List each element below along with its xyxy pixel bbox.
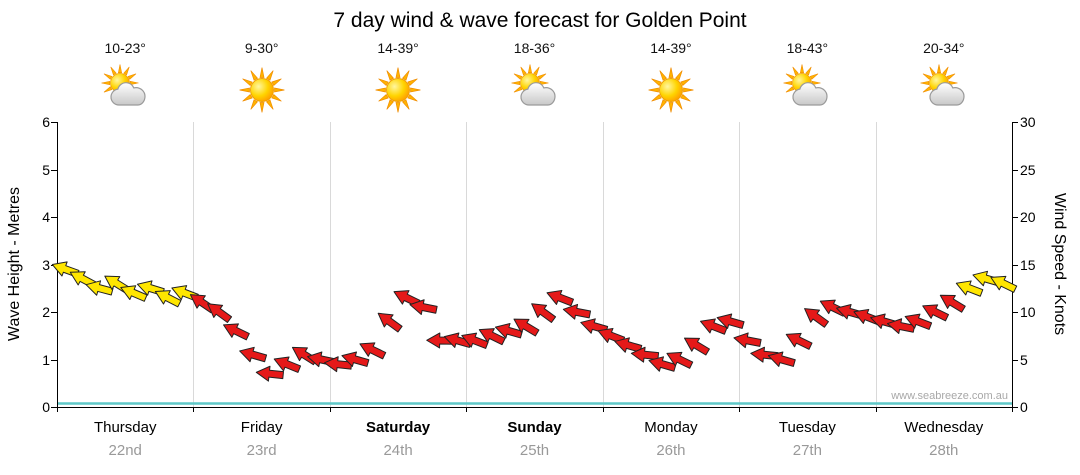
- right-tick-label: 25: [1020, 161, 1036, 178]
- left-tick-label: 4: [42, 209, 50, 225]
- wind-arrow: [531, 303, 557, 323]
- wind-arrow: [922, 304, 950, 322]
- day-temperature-range: 9-30°: [244, 40, 279, 56]
- wind-arrow: [955, 280, 984, 297]
- wind-arrow: [409, 299, 438, 315]
- chart-title: 7 day wind & wave forecast for Golden Po…: [333, 9, 747, 32]
- wind-arrow: [904, 313, 933, 330]
- wind-arrow: [683, 337, 710, 356]
- wind-arrow: [393, 290, 421, 308]
- left-tick-label: 1: [42, 351, 50, 368]
- wind-arrow: [239, 346, 268, 363]
- right-tick-label: 15: [1020, 256, 1036, 273]
- right-tick-label: 5: [1020, 351, 1028, 368]
- sun-rays: [239, 67, 285, 113]
- right-tick-label: 0: [1020, 399, 1028, 415]
- wind-arrow: [716, 313, 745, 329]
- wind-arrow: [154, 290, 182, 308]
- sun-cloud-icon: [509, 64, 561, 116]
- sun-disc: [658, 78, 683, 102]
- wind-arrow: [255, 365, 284, 382]
- wind-arrow: [597, 327, 626, 345]
- wind-arrow: [733, 332, 762, 349]
- day-date-label: 26th: [656, 442, 686, 459]
- sun-rays: [648, 67, 694, 113]
- day-temperature-range: 18-36°: [513, 40, 556, 56]
- sun-disc: [249, 78, 274, 102]
- watermark: www.seabreeze.com.au: [891, 390, 1008, 402]
- sun-disc: [386, 78, 411, 102]
- wind-arrow: [273, 356, 302, 373]
- sun-cloud-icon: [781, 64, 833, 116]
- wind-arrow: [478, 328, 506, 346]
- right-tick-label: 10: [1020, 304, 1036, 320]
- left-tick-label: 0: [42, 399, 50, 415]
- sun-icon: [236, 64, 288, 116]
- wind-arrow: [630, 346, 660, 363]
- wind-arrow: [207, 303, 233, 323]
- wind-arrow: [767, 351, 796, 367]
- sun-cloud-icon: [918, 64, 970, 116]
- wind-arrow: [377, 312, 403, 333]
- day-temperature-range: 14-39°: [377, 40, 419, 56]
- wind-arrow: [546, 289, 574, 307]
- sun-cloud-icon: [99, 64, 151, 116]
- wind-arrow: [939, 294, 966, 313]
- day-date-label: 28th: [929, 442, 959, 459]
- day-name-label: Sunday: [507, 419, 562, 436]
- wind-arrow: [359, 342, 387, 360]
- day-temperature-range: 20-34°: [923, 40, 965, 56]
- wind-arrow: [513, 318, 540, 337]
- wind-arrow: [461, 332, 489, 349]
- left-tick-label: 2: [42, 304, 50, 320]
- day-temperature-range: 14-39°: [650, 40, 692, 56]
- day-temperature-range: 10-23°: [104, 40, 146, 56]
- wind-arrow: [120, 285, 148, 302]
- day-name-label: Friday: [240, 419, 283, 436]
- wind-arrow: [804, 308, 829, 328]
- wind-arrow: [223, 323, 250, 341]
- wind-arrow: [785, 332, 813, 350]
- day-temperature-range: 18-43°: [786, 40, 829, 56]
- cloud-shape: [792, 82, 828, 106]
- wind-arrow: [341, 351, 370, 367]
- day-name-label: Tuesday: [778, 419, 836, 436]
- day-name-label: Wednesday: [904, 419, 984, 436]
- sun-icon: [645, 64, 697, 116]
- left-tick-label: 6: [42, 114, 50, 130]
- right-tick-label: 20: [1020, 209, 1036, 225]
- wind-arrow: [990, 275, 1018, 293]
- wind-arrow: [700, 318, 728, 335]
- sun-icon: [372, 64, 424, 116]
- wind-arrow: [580, 318, 609, 334]
- day-date-label: 22nd: [108, 442, 142, 459]
- day-name-label: Monday: [644, 419, 698, 436]
- wind-arrow: [562, 303, 592, 320]
- day-date-label: 27th: [792, 442, 822, 459]
- cloud-shape: [929, 82, 965, 106]
- wind-arrow: [614, 337, 643, 353]
- day-name-label: Thursday: [93, 419, 157, 436]
- left-tick-label: 3: [42, 256, 50, 273]
- sun-rays: [375, 67, 421, 113]
- right-tick-label: 30: [1020, 114, 1036, 130]
- day-name-label: Saturday: [365, 419, 431, 436]
- left-tick-label: 5: [42, 161, 50, 178]
- cloud-shape: [110, 82, 146, 106]
- wind-arrow: [666, 351, 694, 369]
- day-date-label: 24th: [383, 442, 413, 459]
- cloud-shape: [519, 82, 556, 106]
- day-date-label: 25th: [519, 442, 550, 459]
- day-date-label: 23rd: [246, 442, 277, 459]
